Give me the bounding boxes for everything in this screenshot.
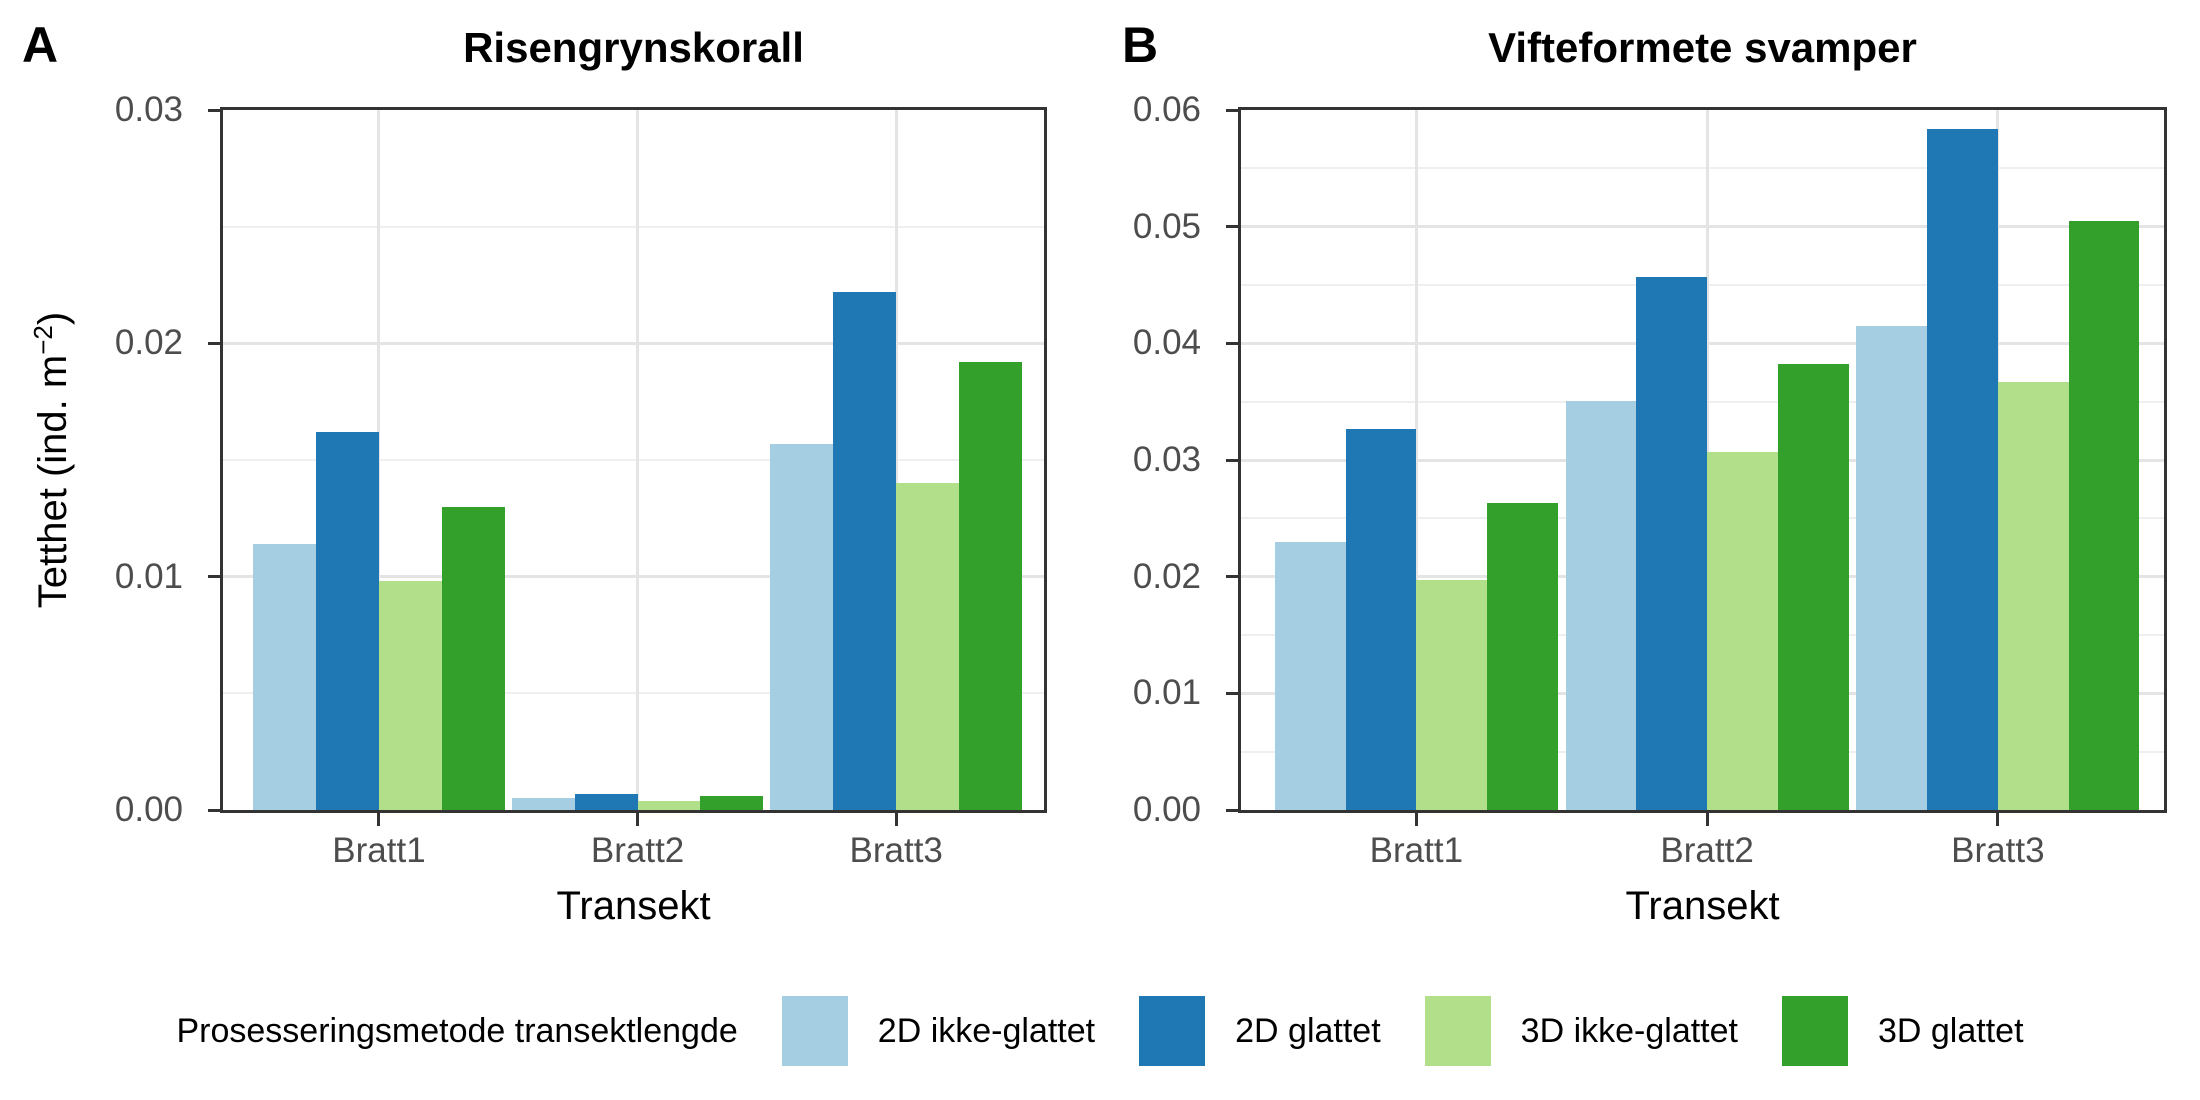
y-tick-label: 0.02: [1132, 556, 1201, 596]
bar-A-Bratt3-2D glattet: [833, 292, 897, 810]
panel-b-title: Vifteformete svamper: [1488, 24, 1917, 71]
major-gridline: [223, 575, 1044, 579]
y-tick-label: 0.01: [1132, 673, 1201, 713]
bar-B-Bratt2-3D ikke-glattet: [1707, 451, 1778, 810]
x-tick: [1705, 813, 1709, 826]
bar-B-Bratt2-2D glattet: [1636, 276, 1708, 810]
minor-gridline: [223, 225, 1044, 228]
y-tick: [1226, 225, 1239, 229]
y-tick: [1226, 808, 1239, 812]
x-tick-label: Bratt2: [1660, 831, 1754, 870]
y-tick: [1226, 108, 1239, 112]
y-tick-label: 0.03: [114, 90, 183, 129]
vertical-gridline: [894, 110, 898, 810]
legend-title: Prosesseringsmetode transektlengde: [176, 1011, 738, 1050]
bar-A-Bratt3-2D ikke-glattet: [770, 443, 834, 810]
panel-b-plot-area: 0.00 0.01 0.02 0.03 0.04 0.05 0.06 Bratt1 Bratt2…: [1133, 92, 2167, 870]
y-tick-label: 0.03: [1132, 440, 1201, 479]
minor-gridline: [1241, 167, 2164, 170]
y-tick: [1226, 691, 1239, 695]
bar-B-Bratt1-3D ikke-glattet: [1416, 580, 1488, 810]
y-tick: [1226, 341, 1239, 345]
x-tick: [1414, 813, 1418, 826]
y-tick-label: 0.02: [114, 323, 183, 363]
major-gridline: [1241, 225, 2164, 229]
legend-swatch-3d-glattet: [1781, 996, 1848, 1066]
bar-A-Bratt2-3D glattet: [700, 796, 764, 810]
bar-B-Bratt1-2D glattet: [1345, 428, 1417, 810]
y-tick-label: 0.01: [114, 556, 183, 596]
bar-B-Bratt1-2D ikke-glattet: [1274, 541, 1346, 810]
y-tick-label: 0.00: [114, 790, 183, 829]
legend-swatch-3d-ikke-glattet: [1424, 996, 1491, 1066]
panel-a-title: Risengrynskorall: [463, 24, 804, 71]
legend-swatch-2d-glattet: [1139, 996, 1206, 1066]
legend-item-2d-ikke-glattet: 2D ikke-glattet: [781, 996, 1096, 1066]
y-tick-label: 0.05: [1132, 206, 1201, 246]
legend-item-3d-glattet: 3D glattet: [1781, 996, 2024, 1066]
minor-gridline: [223, 459, 1044, 461]
x-tick: [894, 813, 898, 826]
panel-tag-b: B: [1122, 17, 1159, 73]
x-tick-label: Bratt1: [332, 831, 426, 870]
bar-B-Bratt3-2D glattet: [1927, 128, 1998, 810]
bar-B-Bratt1-3D glattet: [1487, 503, 1558, 810]
panel-tag-a: A: [22, 17, 59, 73]
x-tick-label: Bratt1: [1369, 831, 1464, 870]
y-tick: [208, 341, 221, 345]
major-gridline: [223, 341, 1044, 345]
y-axis-title-close: ): [31, 311, 76, 326]
vertical-gridline: [1414, 110, 1418, 810]
y-tick: [208, 808, 221, 812]
bar-A-Bratt1-3D ikke-glattet: [378, 581, 442, 810]
bar-A-Bratt2-2D glattet: [574, 793, 638, 810]
bar-A-Bratt2-2D ikke-glattet: [511, 798, 575, 810]
bar-B-Bratt3-2D ikke-glattet: [1856, 325, 1928, 810]
x-tick: [636, 813, 640, 826]
y-tick-label: 0.06: [1132, 90, 1201, 129]
bar-B-Bratt2-3D glattet: [1777, 364, 1849, 810]
vertical-gridline: [377, 110, 381, 810]
legend-label: 3D ikke-glattet: [1520, 1011, 1738, 1050]
bar-A-Bratt3-3D ikke-glattet: [896, 483, 960, 810]
bar-B-Bratt2-2D ikke-glattet: [1565, 400, 1637, 810]
x-tick-label: Bratt2: [590, 831, 685, 870]
bar-B-Bratt3-3D ikke-glattet: [1997, 381, 2069, 810]
x-tick-label: Bratt3: [1951, 831, 2045, 870]
minor-gridline: [223, 692, 1044, 695]
legend: Prosesseringsmetode transektlengde 2D ik…: [0, 996, 2200, 1066]
y-tick: [208, 575, 221, 579]
y-tick: [1226, 458, 1239, 462]
y-tick: [208, 108, 221, 112]
legend-swatch-2d-ikke-glattet: [781, 996, 848, 1066]
bar-A-Bratt1-2D glattet: [316, 432, 379, 810]
vertical-gridline: [636, 110, 640, 810]
y-tick-label: 0.00: [1132, 790, 1201, 829]
panel-a-plot-area: 0.00 0.01 0.02 0.03 Bratt1 Bratt2 Bratt3: [115, 92, 1047, 870]
bar-A-Bratt2-3D ikke-glattet: [637, 800, 701, 810]
legend-item-2d-glattet: 2D glattet: [1139, 996, 1381, 1066]
bar-B-Bratt3-3D glattet: [2068, 220, 2140, 810]
bar-A-Bratt1-2D ikke-glattet: [253, 544, 317, 810]
legend-label: 3D glattet: [1877, 1011, 2024, 1050]
x-tick-label: Bratt3: [849, 831, 943, 870]
legend-label: 2D ikke-glattet: [877, 1011, 1096, 1050]
y-tick-label: 0.04: [1132, 323, 1201, 363]
y-tick: [1226, 575, 1239, 579]
legend-item-3d-ikke-glattet: 3D ikke-glattet: [1424, 996, 1738, 1066]
x-tick: [1996, 813, 2000, 826]
panel-a-x-axis-title: Transekt: [556, 884, 711, 928]
bar-A-Bratt3-3D glattet: [959, 362, 1022, 810]
bar-A-Bratt1-3D glattet: [441, 506, 505, 810]
panel-b-x-axis-title: Transekt: [1625, 884, 1780, 928]
x-tick: [377, 813, 381, 826]
legend-label: 2D glattet: [1235, 1011, 1381, 1050]
